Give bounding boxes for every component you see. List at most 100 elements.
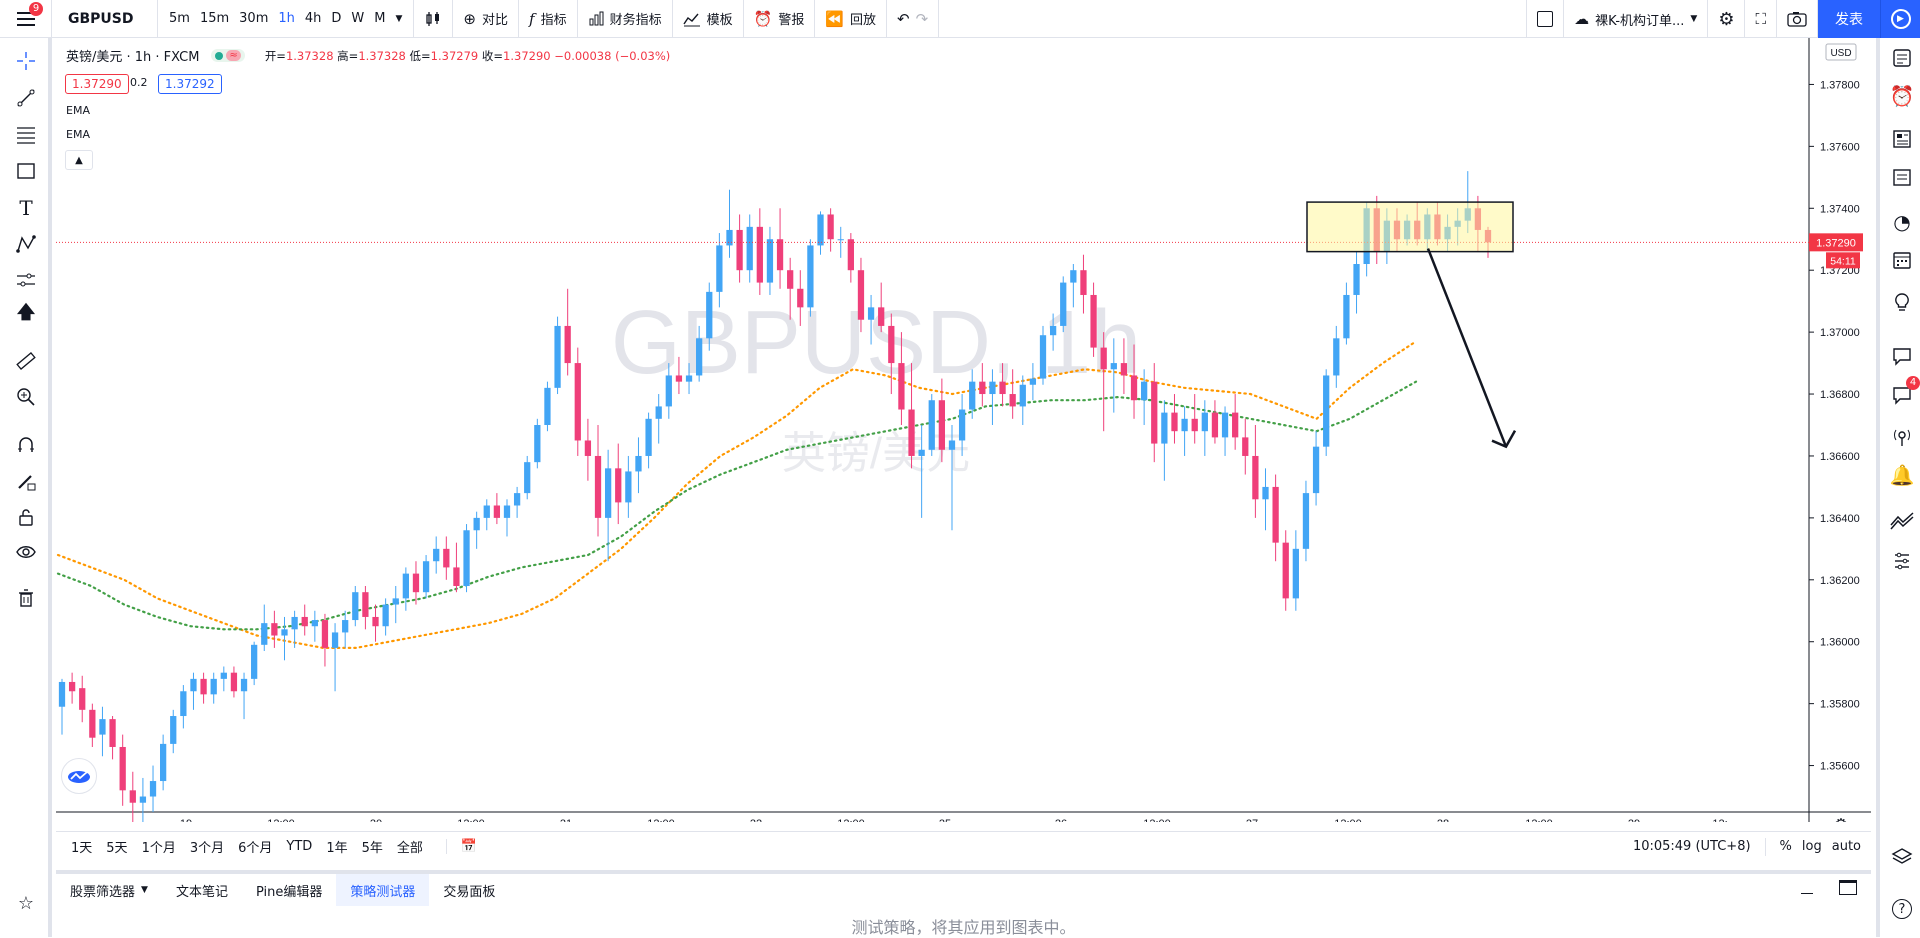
dom-button[interactable] xyxy=(1886,545,1918,577)
messages-button[interactable]: 4 xyxy=(1886,376,1920,410)
undo-icon[interactable]: ↶ xyxy=(897,9,910,28)
lock-all-tool[interactable] xyxy=(11,502,41,532)
interval-30m[interactable]: 30m xyxy=(239,11,269,26)
tab-stock-screener[interactable]: 股票筛选器 ▼ xyxy=(56,874,162,906)
range-ytd[interactable]: YTD xyxy=(286,839,313,854)
range-all[interactable]: 全部 xyxy=(396,841,423,856)
interval-1h[interactable]: 1h xyxy=(278,11,295,26)
collapse-legend-button[interactable]: ▲ xyxy=(65,150,93,170)
arrow-tool[interactable]: 🡅 xyxy=(11,300,41,330)
ema-indicator-2[interactable]: EMA xyxy=(66,128,90,141)
publish-button[interactable]: 发表 xyxy=(1818,0,1880,38)
alert-button[interactable]: ⏰ 警报 xyxy=(744,0,816,38)
range-6m[interactable]: 6个月 xyxy=(238,841,273,856)
trendline-tool[interactable] xyxy=(11,83,41,113)
fullscreen-button[interactable]: ⛶ xyxy=(1745,0,1777,38)
interval-15m[interactable]: 15m xyxy=(199,11,230,26)
range-5y[interactable]: 5年 xyxy=(361,841,383,856)
measure-tool[interactable] xyxy=(11,346,41,376)
templates-button[interactable]: 模板 xyxy=(673,0,744,38)
candle-body xyxy=(706,291,713,339)
interval-m[interactable]: M xyxy=(374,11,386,26)
magnet-tool[interactable] xyxy=(11,430,41,460)
tab-trading-panel[interactable]: 交易面板 xyxy=(443,884,496,900)
range-1y[interactable]: 1年 xyxy=(326,841,348,856)
maximize-panel-icon[interactable] xyxy=(1839,880,1857,895)
calendar-button[interactable] xyxy=(1886,244,1918,276)
tradingview-logo[interactable] xyxy=(61,758,97,794)
redo-icon[interactable]: ↷ xyxy=(915,9,929,28)
clock-display[interactable]: 10:05:49 (UTC+8) xyxy=(1632,839,1751,854)
price-tick-label: 1.36600 xyxy=(1820,451,1860,463)
tab-text-notes[interactable]: 文本笔记 xyxy=(175,884,228,900)
data-window-button[interactable] xyxy=(1886,161,1918,193)
range-1m[interactable]: 1个月 xyxy=(141,841,176,856)
pattern-tool[interactable] xyxy=(11,229,41,259)
fib-tool[interactable] xyxy=(11,120,41,150)
low-value: 1.37279 xyxy=(430,48,479,63)
chats-button[interactable] xyxy=(1886,340,1918,372)
zoom-tool[interactable] xyxy=(11,382,41,412)
help-button[interactable]: ? xyxy=(1886,893,1918,925)
crosshair-tool[interactable] xyxy=(11,46,41,76)
rectangle-tool[interactable] xyxy=(11,156,41,186)
price-chart[interactable]: GBPUSD, 1h 英镑/美元 1.378001.376001.374001.… xyxy=(56,38,1871,822)
chart-type-button[interactable] xyxy=(414,0,454,38)
hotlists-button[interactable]: ◔ xyxy=(1886,206,1918,238)
time-tick-label: 29 xyxy=(1628,818,1640,822)
remove-drawings-tool[interactable] xyxy=(11,583,41,613)
settings-button[interactable]: ⚙ xyxy=(1708,0,1746,38)
range-3m[interactable]: 3个月 xyxy=(189,841,225,856)
compare-button[interactable]: ⊕ 对比 xyxy=(453,0,520,38)
main-menu-button[interactable]: 9 xyxy=(0,0,52,38)
news-button[interactable] xyxy=(1886,123,1918,155)
candle-body xyxy=(311,620,318,627)
interval-5m[interactable]: 5m xyxy=(169,11,190,26)
ideas-button[interactable] xyxy=(1886,286,1918,318)
high-label: 高= xyxy=(337,48,359,63)
ema-indicator-1[interactable]: EMA xyxy=(66,104,90,117)
tab-pine-editor[interactable]: Pine编辑器 xyxy=(255,884,323,900)
log-toggle[interactable]: log xyxy=(1801,839,1822,854)
lock-drawing-tool[interactable] xyxy=(11,466,41,496)
interval-w[interactable]: W xyxy=(351,11,365,26)
layout-checkbox[interactable] xyxy=(1526,0,1565,38)
alerts-button[interactable]: ⏰ xyxy=(1886,80,1918,112)
percent-toggle[interactable]: % xyxy=(1779,839,1792,854)
rewind-icon: ⏪ xyxy=(825,9,845,28)
watchlist-button[interactable] xyxy=(1886,42,1918,74)
auto-toggle[interactable]: auto xyxy=(1831,839,1861,854)
notifications-button[interactable]: 🔔 xyxy=(1886,459,1918,491)
candle-body xyxy=(696,338,703,376)
tab-strategy-tester[interactable]: 策略测试器 xyxy=(336,874,430,906)
buy-price-button[interactable]: 1.37292 xyxy=(158,74,222,94)
streams-button[interactable] xyxy=(1886,421,1918,453)
cloud-icon: ☁ xyxy=(1574,10,1590,28)
candle-body xyxy=(878,307,885,326)
layers-button[interactable] xyxy=(1886,841,1918,873)
snapshot-button[interactable] xyxy=(1777,0,1818,38)
goto-date-button[interactable]: 📅 xyxy=(445,839,484,854)
interval-d[interactable]: D xyxy=(331,11,342,26)
interval-4h[interactable]: 4h xyxy=(304,11,322,26)
indicators-button[interactable]: f 指标 xyxy=(519,0,578,38)
market-status[interactable]: ≈ xyxy=(211,49,245,62)
range-1d[interactable]: 1天 xyxy=(71,841,93,856)
prediction-tool[interactable] xyxy=(11,265,41,295)
hide-drawings-tool[interactable] xyxy=(11,537,41,567)
sell-price-button[interactable]: 1.37290 xyxy=(65,74,129,94)
chevron-down-icon[interactable]: ▼ xyxy=(395,13,403,24)
legend-title[interactable]: 英镑/美元 · 1h · FXCM xyxy=(66,50,200,65)
price-tick-label: 1.36400 xyxy=(1820,513,1860,525)
range-5d[interactable]: 5天 xyxy=(106,841,128,856)
play-button[interactable]: ▶ xyxy=(1880,0,1920,38)
text-tool[interactable]: T xyxy=(11,193,41,223)
symbol-search-button[interactable]: GBPUSD xyxy=(52,0,158,38)
layout-select[interactable]: ☁ 裸K-机构订单... ▼ xyxy=(1564,0,1709,38)
favorites-tool[interactable]: ☆ xyxy=(11,888,41,918)
minimize-panel-icon[interactable] xyxy=(1801,884,1813,894)
financials-button[interactable]: 财务指标 xyxy=(578,0,673,38)
replay-button[interactable]: ⏪ 回放 xyxy=(815,0,888,38)
time-tick-label: 12:00 xyxy=(647,818,675,822)
trading-button[interactable] xyxy=(1886,504,1918,536)
